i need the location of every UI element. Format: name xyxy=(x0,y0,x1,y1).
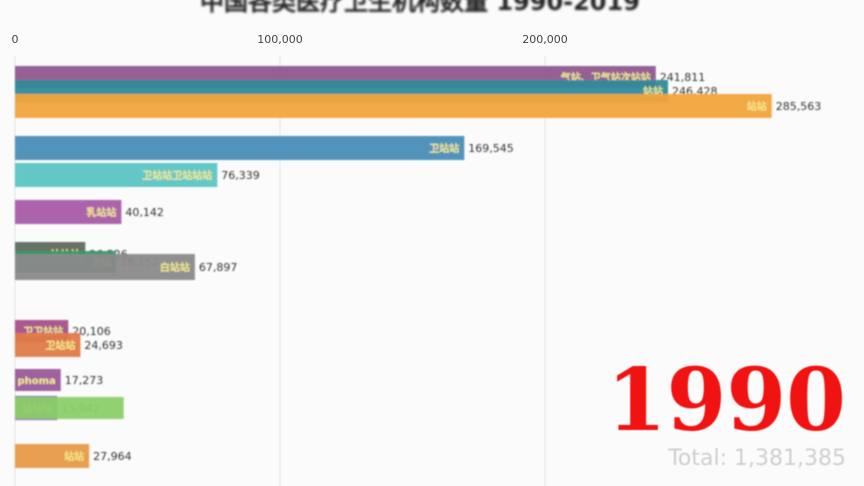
bar xyxy=(15,397,124,419)
bar-value-label: 285,563 xyxy=(776,100,822,113)
bar xyxy=(15,369,61,391)
bar-category-label: 站站 xyxy=(64,450,84,463)
bar xyxy=(15,163,218,187)
bar-value-label: 24,693 xyxy=(84,339,123,352)
bar-value-label: 27,964 xyxy=(93,450,132,463)
bar-category-label: 卫站站 xyxy=(429,142,459,155)
bar-category-label: 卫站站 xyxy=(45,339,75,352)
bar-category-label: 卫站站卫站站站 xyxy=(142,169,212,182)
bar-value-label: 76,339 xyxy=(221,169,259,182)
bar-category-label: 白站站 xyxy=(160,261,190,274)
bar xyxy=(15,254,195,280)
bar-category-label: 乳站站 xyxy=(86,206,116,219)
bar xyxy=(15,333,81,357)
bar-category-label: 站站 xyxy=(747,100,767,113)
bar-category-label: phoma xyxy=(17,376,55,387)
bar-value-label: 169,545 xyxy=(468,142,514,155)
bar-value-label: 67,897 xyxy=(199,261,238,274)
bar xyxy=(15,200,122,224)
bar-value-label: 241,811 xyxy=(660,71,706,84)
x-tick-label: 200,000 xyxy=(522,33,568,46)
bar xyxy=(15,444,90,468)
x-tick-label: 100,000 xyxy=(257,33,303,46)
bar-value-label: 20,106 xyxy=(72,325,111,338)
bar xyxy=(15,136,465,160)
bar-value-label: 17,273 xyxy=(65,374,104,387)
bar xyxy=(15,94,772,118)
bar-value-label: 40,142 xyxy=(125,206,164,219)
chart-title: 中国各类医疗卫生机构数量 1990-2019 xyxy=(200,0,640,16)
x-tick-label: 0 xyxy=(12,33,19,46)
total-label: Total: 1,381,385 xyxy=(668,446,846,471)
year-label: 1990 xyxy=(606,350,846,451)
